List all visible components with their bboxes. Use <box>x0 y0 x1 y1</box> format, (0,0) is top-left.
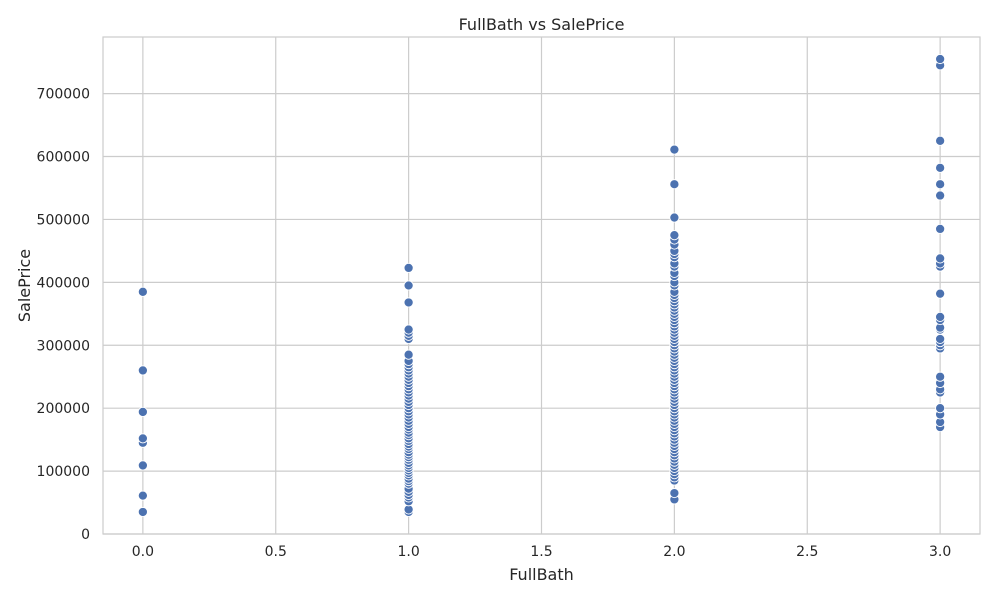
x-tick-labels: 0.0 0.5 1.0 1.5 2.0 2.5 3.0 <box>132 544 952 560</box>
y-tick-label: 300000 <box>37 338 90 354</box>
y-tick-label: 600000 <box>37 150 90 166</box>
y-tick-label: 500000 <box>37 212 90 228</box>
data-point <box>403 280 414 291</box>
data-point <box>137 286 148 297</box>
y-tick-labels: 0 100000 200000 300000 400000 500000 600000 700… <box>37 87 90 543</box>
data-point <box>137 460 148 471</box>
data-point <box>137 490 148 501</box>
data-point <box>935 162 946 173</box>
y-axis-label: SalePrice <box>15 249 34 322</box>
grid <box>103 37 980 535</box>
y-tick-label: 0 <box>81 527 90 543</box>
data-point <box>935 253 946 264</box>
data-point <box>669 230 680 241</box>
y-tick-label: 100000 <box>37 464 90 480</box>
data-point <box>137 433 148 444</box>
data-point <box>935 333 946 345</box>
data-point <box>935 179 946 190</box>
data-point <box>935 371 946 382</box>
y-tick-label: 400000 <box>37 275 90 291</box>
y-tick-label: 200000 <box>37 401 90 417</box>
data-point <box>403 262 414 273</box>
x-tick-label: 0.0 <box>132 544 154 560</box>
data-point <box>403 349 414 360</box>
data-point <box>137 406 148 418</box>
x-tick-label: 0.5 <box>265 544 287 560</box>
data-point <box>935 223 946 234</box>
x-tick-label: 1.5 <box>530 544 552 560</box>
x-tick-label: 1.0 <box>397 544 419 560</box>
data-point <box>935 190 946 201</box>
data-point <box>669 179 680 190</box>
data-point <box>403 324 414 335</box>
data-point <box>935 403 946 414</box>
data-point <box>137 365 148 376</box>
data-points <box>137 53 946 518</box>
data-point <box>669 144 680 155</box>
plot-frame <box>102 36 981 535</box>
data-point <box>669 488 680 499</box>
x-axis-label: FullBath <box>509 565 574 584</box>
data-point <box>935 311 946 323</box>
data-point <box>669 212 680 223</box>
x-tick-label: 2.0 <box>663 544 685 560</box>
chart-title: FullBath vs SalePrice <box>459 15 625 34</box>
data-point <box>403 297 414 308</box>
x-tick-label: 3.0 <box>929 544 951 560</box>
data-point <box>137 506 148 518</box>
data-point <box>935 135 946 146</box>
data-point <box>935 288 946 299</box>
y-tick-label: 700000 <box>37 87 90 103</box>
data-point <box>935 53 946 65</box>
x-tick-label: 2.5 <box>796 544 818 560</box>
